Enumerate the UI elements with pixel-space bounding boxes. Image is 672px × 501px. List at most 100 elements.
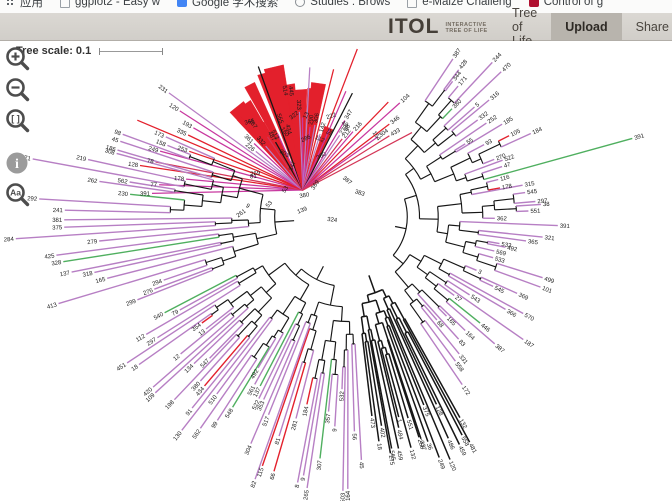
svg-text:115: 115: [257, 467, 266, 479]
svg-text:540: 540: [153, 312, 165, 322]
svg-text:347: 347: [344, 109, 355, 121]
font-size-button[interactable]: Aa: [5, 182, 31, 208]
svg-text:172: 172: [460, 385, 471, 397]
svg-text:413: 413: [46, 302, 58, 311]
svg-text:570: 570: [523, 313, 535, 323]
svg-text:486: 486: [445, 439, 455, 451]
bookmark-label: e-Maize Challeng: [422, 0, 512, 8]
svg-text:391: 391: [634, 133, 646, 142]
itol-logo[interactable]: ITOL INTERACTIVE TREE OF LIFE: [388, 15, 488, 38]
svg-text:470: 470: [501, 62, 513, 74]
zoom-out-button[interactable]: [5, 77, 31, 103]
itol-header: ITOL INTERACTIVE TREE OF LIFE Tree of Li…: [0, 13, 672, 41]
bookmark-item-apps[interactable]: 应用: [6, 0, 43, 10]
bookmark-item-scholar[interactable]: Google 学术搜索: [177, 0, 278, 10]
svg-text:45: 45: [358, 462, 364, 470]
svg-text:265: 265: [303, 489, 311, 500]
svg-text:328: 328: [51, 260, 62, 268]
svg-text:532: 532: [340, 390, 346, 401]
svg-text:547: 547: [200, 358, 212, 370]
svg-text:425: 425: [44, 253, 55, 260]
svg-text:139: 139: [297, 206, 309, 216]
scholar-icon: [177, 0, 187, 7]
svg-text:104: 104: [400, 93, 412, 105]
svg-text:56: 56: [351, 433, 357, 441]
svg-text:9: 9: [301, 477, 308, 482]
svg-text:3: 3: [477, 269, 483, 276]
svg-text:99: 99: [211, 420, 220, 429]
svg-text:187: 187: [523, 339, 535, 350]
svg-text:459: 459: [395, 450, 403, 462]
header-nav: Tree of Life Upload Share: [498, 13, 672, 40]
svg-text:105: 105: [510, 128, 522, 138]
svg-text:18: 18: [131, 364, 140, 373]
svg-text:316: 316: [489, 90, 501, 101]
svg-text:365: 365: [527, 239, 538, 246]
svg-text:53: 53: [265, 200, 274, 209]
bookmark-label: Google 学术搜索: [192, 0, 278, 10]
zoom-fit-button[interactable]: [ ]: [5, 108, 31, 134]
svg-text:545: 545: [527, 189, 538, 196]
svg-text:517: 517: [262, 415, 272, 427]
svg-text:78: 78: [146, 158, 154, 165]
svg-text:304: 304: [244, 444, 254, 456]
svg-text:216: 216: [353, 121, 365, 133]
svg-text:82: 82: [250, 480, 258, 489]
nav-share[interactable]: Share: [622, 13, 672, 40]
svg-text:445: 445: [287, 86, 294, 97]
left-toolbar: [ ] i Aa: [5, 46, 33, 213]
bookmark-label: 应用: [20, 0, 43, 10]
bookmark-item-ggplot2[interactable]: ggplot2 - Easy w: [60, 0, 160, 8]
bookmark-label: Studies : Brows: [310, 0, 390, 8]
nav-upload[interactable]: Upload: [551, 13, 621, 40]
bookmark-item-emaize[interactable]: e-Maize Challeng: [407, 0, 512, 8]
svg-text:321: 321: [544, 235, 555, 242]
svg-text:307: 307: [317, 459, 324, 470]
svg-text:249: 249: [436, 459, 445, 471]
svg-text:198: 198: [165, 399, 177, 411]
svg-text:i: i: [15, 157, 19, 172]
svg-text:120: 120: [168, 103, 180, 114]
svg-text:380: 380: [299, 192, 311, 200]
svg-text:391: 391: [560, 224, 571, 230]
svg-text:77: 77: [150, 182, 158, 188]
svg-text:9: 9: [332, 428, 338, 432]
svg-text:499: 499: [543, 276, 555, 285]
svg-text:492: 492: [507, 246, 519, 254]
svg-text:281: 281: [291, 419, 299, 431]
svg-text:369: 369: [517, 292, 529, 302]
svg-text:562: 562: [192, 428, 203, 440]
svg-text:275: 275: [387, 455, 395, 467]
info-button[interactable]: i: [5, 151, 31, 177]
zoom-in-button[interactable]: [5, 46, 31, 72]
svg-text:[ ]: [ ]: [11, 114, 20, 124]
svg-text:262: 262: [87, 178, 98, 185]
svg-text:178: 178: [174, 176, 185, 183]
bookmark-item-studies[interactable]: Studies : Brows: [295, 0, 390, 8]
svg-text:346: 346: [390, 115, 402, 126]
page-outline-icon: [60, 0, 70, 8]
svg-text:362: 362: [497, 216, 508, 222]
svg-text:383: 383: [354, 189, 366, 198]
svg-text:165: 165: [95, 277, 107, 285]
svg-text:184: 184: [302, 405, 310, 417]
svg-text:120: 120: [447, 461, 457, 473]
svg-text:132: 132: [408, 449, 417, 461]
svg-text:101: 101: [541, 286, 553, 295]
svg-text:551: 551: [530, 209, 541, 215]
svg-text:230: 230: [118, 191, 129, 198]
svg-text:318: 318: [82, 271, 94, 279]
svg-text:55: 55: [466, 137, 475, 146]
svg-text:451: 451: [116, 362, 128, 373]
bookmark-label: ggplot2 - Easy w: [75, 0, 160, 8]
nav-tree-of-life[interactable]: Tree of Life: [498, 13, 551, 40]
svg-text:299: 299: [126, 298, 138, 307]
svg-text:366: 366: [505, 309, 517, 320]
svg-text:12: 12: [173, 353, 182, 362]
bookmark-item-control[interactable]: Control of g: [529, 0, 603, 8]
svg-text:66: 66: [270, 472, 278, 481]
page-outline-icon: [407, 0, 417, 8]
svg-text:428: 428: [458, 58, 469, 70]
